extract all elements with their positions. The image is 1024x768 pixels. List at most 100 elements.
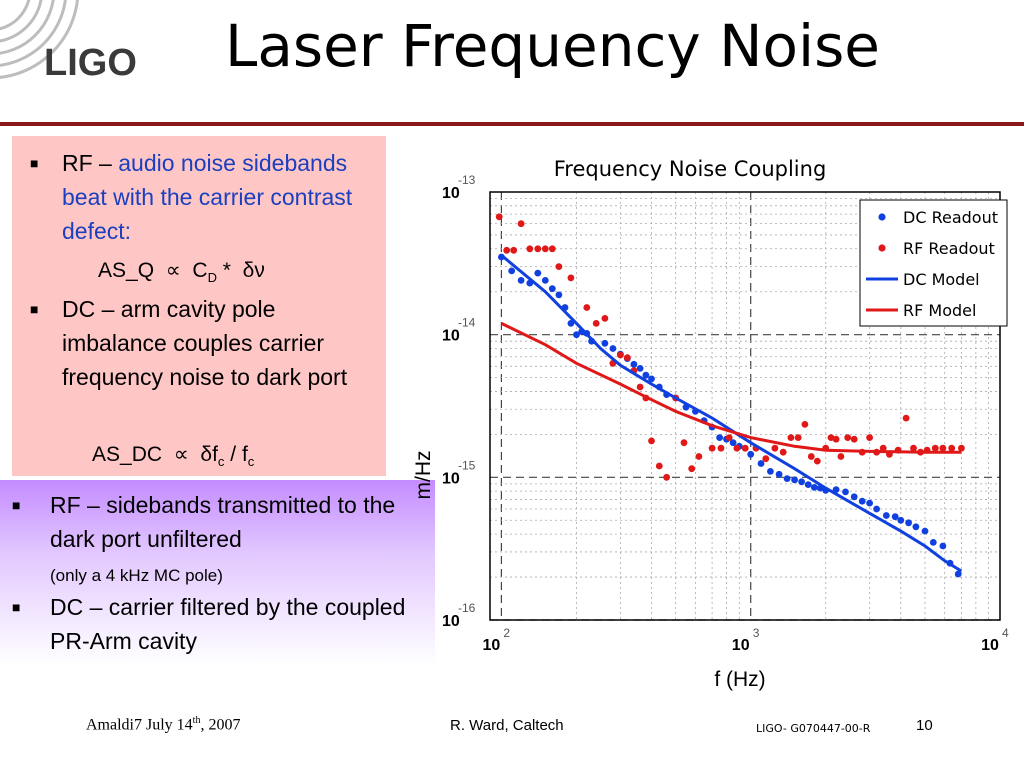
rf-readout-point — [636, 383, 644, 391]
bullet-rf-sidebands-note: (only a 4 kHz MC pole) — [50, 566, 223, 585]
footer-author: R. Ward, Caltech — [450, 717, 564, 734]
rf-readout-point — [617, 351, 624, 359]
y-axis-label: m/Hz — [412, 451, 435, 500]
legend-box — [859, 199, 1008, 327]
rf-readout-point — [503, 246, 511, 254]
bullet-square-icon: ■ — [12, 497, 21, 513]
dc-readout-point — [791, 476, 798, 484]
rf-readout-point — [695, 453, 703, 460]
y-tick-label: 10 — [442, 470, 460, 487]
rf-readout-point — [779, 448, 787, 456]
dc-readout-point — [567, 320, 575, 327]
bullet-square-icon: ■ — [12, 599, 21, 615]
dc-readout-point — [804, 481, 812, 488]
bullet-rf-sidebands: ■ RF – sidebands transmitted to the dark… — [12, 488, 420, 593]
slide-title: Laser Frequency Noise — [225, 12, 880, 80]
dc-readout-point — [939, 542, 947, 550]
dc-readout-point — [648, 375, 655, 383]
rf-readout-point — [939, 444, 947, 452]
footer-conference-text: Amaldi7 July 14 — [86, 716, 193, 734]
rf-readout-point — [902, 414, 910, 422]
formula-delta-f: δf — [200, 443, 218, 466]
dc-readout-point — [798, 478, 805, 486]
dc-readout-point — [636, 365, 644, 372]
dc-readout-point — [842, 488, 849, 496]
rf-readout-point — [850, 435, 858, 443]
formula-c-sub: D — [207, 270, 217, 286]
rf-readout-point — [526, 245, 534, 253]
formula-delta-nu: δν — [242, 259, 265, 282]
dc-readout-point — [630, 360, 638, 368]
rf-readout-point — [717, 444, 725, 452]
rf-readout-point — [541, 245, 549, 253]
rf-readout-point — [733, 444, 741, 452]
footer-conference-year: , 2007 — [200, 716, 241, 734]
rf-readout-point — [837, 453, 845, 460]
rf-readout-point — [844, 434, 852, 441]
rf-readout-point — [648, 437, 655, 445]
formula-c: C — [192, 259, 208, 282]
rf-readout-point — [583, 304, 591, 311]
plot-frame — [489, 191, 1001, 621]
rf-readout-point — [827, 434, 835, 441]
rf-readout-point — [813, 457, 821, 465]
x-tick-label: 10 — [483, 637, 501, 654]
dc-readout-point — [891, 513, 899, 521]
dc-readout-point — [850, 493, 858, 501]
dc-readout-point — [912, 523, 920, 531]
x-tick-exponent: 3 — [753, 626, 760, 640]
formula-delta-f-sub: c — [217, 454, 225, 470]
rf-readout-point — [801, 421, 809, 428]
formula-star: * — [222, 259, 231, 282]
rf-readout-point — [958, 444, 965, 452]
footer-doc-id: LIGO- G070447-00-R — [756, 722, 871, 735]
x-tick-exponent: 2 — [503, 626, 510, 640]
dc-readout-point — [810, 484, 818, 491]
dc-readout-point — [642, 371, 650, 379]
formula-as-dc: AS_DC ∝ δfc / fc — [92, 442, 254, 469]
rf-readout-point — [879, 444, 887, 452]
bullet-square-icon: ■ — [30, 155, 39, 171]
logo-text: LIGO — [44, 42, 137, 84]
dc-readout-point — [573, 331, 580, 339]
rf-readout-point — [655, 462, 663, 470]
bullet-rf-blue-text: audio noise sidebands beat with the carr… — [62, 150, 353, 244]
dc-readout-point — [783, 475, 791, 482]
rf-readout-legend-label: RF Readout — [903, 239, 995, 258]
bullet-dc-arm: ■ DC – arm cavity pole imbalance couples… — [30, 292, 367, 394]
rf-readout-point — [931, 444, 939, 452]
bullet-rf-lead: RF – — [62, 150, 119, 176]
page-number: 10 — [916, 717, 933, 734]
rf-readout-point — [832, 435, 840, 443]
rf-readout-point — [680, 439, 688, 447]
dc-readout-point — [747, 450, 755, 458]
dc-readout-point — [609, 345, 617, 352]
rf-readout-point — [794, 434, 802, 441]
dc-readout-point — [929, 539, 937, 546]
rf-readout-point — [548, 245, 556, 253]
rf-readout-point — [555, 263, 563, 270]
rf-readout-point — [771, 444, 779, 452]
rf-readout-point — [725, 434, 733, 441]
sideband-filtering-box: ■ RF – sidebands transmitted to the dark… — [0, 480, 435, 665]
ligo-logo: LIGO — [0, 0, 137, 84]
title-divider — [0, 122, 1024, 126]
rf-readout-point — [787, 434, 795, 441]
frequency-noise-chart: Frequency Noise Coupling 10210310410-131… — [412, 157, 1009, 691]
dc-readout-point — [716, 434, 723, 441]
bullet-dc-carrier-text: DC – carrier filtered by the coupled PR-… — [50, 594, 406, 654]
dc-readout-legend-label: DC Readout — [903, 208, 998, 227]
dc-model-legend-label: DC Model — [903, 270, 980, 289]
rf-readout-point — [567, 274, 575, 282]
bullet-rf-audio: ■ RF – audio noise sidebands beat with t… — [30, 146, 367, 248]
rf-readout-point — [623, 354, 631, 362]
dc-readout-point — [775, 470, 783, 478]
dc-readout-point — [767, 468, 774, 475]
dc-readout-point — [508, 267, 516, 275]
rf-readout-legend-swatch — [878, 244, 886, 252]
dc-readout-point — [866, 499, 873, 507]
y-tick-label: 10 — [442, 328, 460, 345]
dc-readout-point — [541, 277, 549, 284]
bullet-square-icon: ■ — [30, 301, 39, 317]
rf-readout-point — [866, 434, 873, 441]
